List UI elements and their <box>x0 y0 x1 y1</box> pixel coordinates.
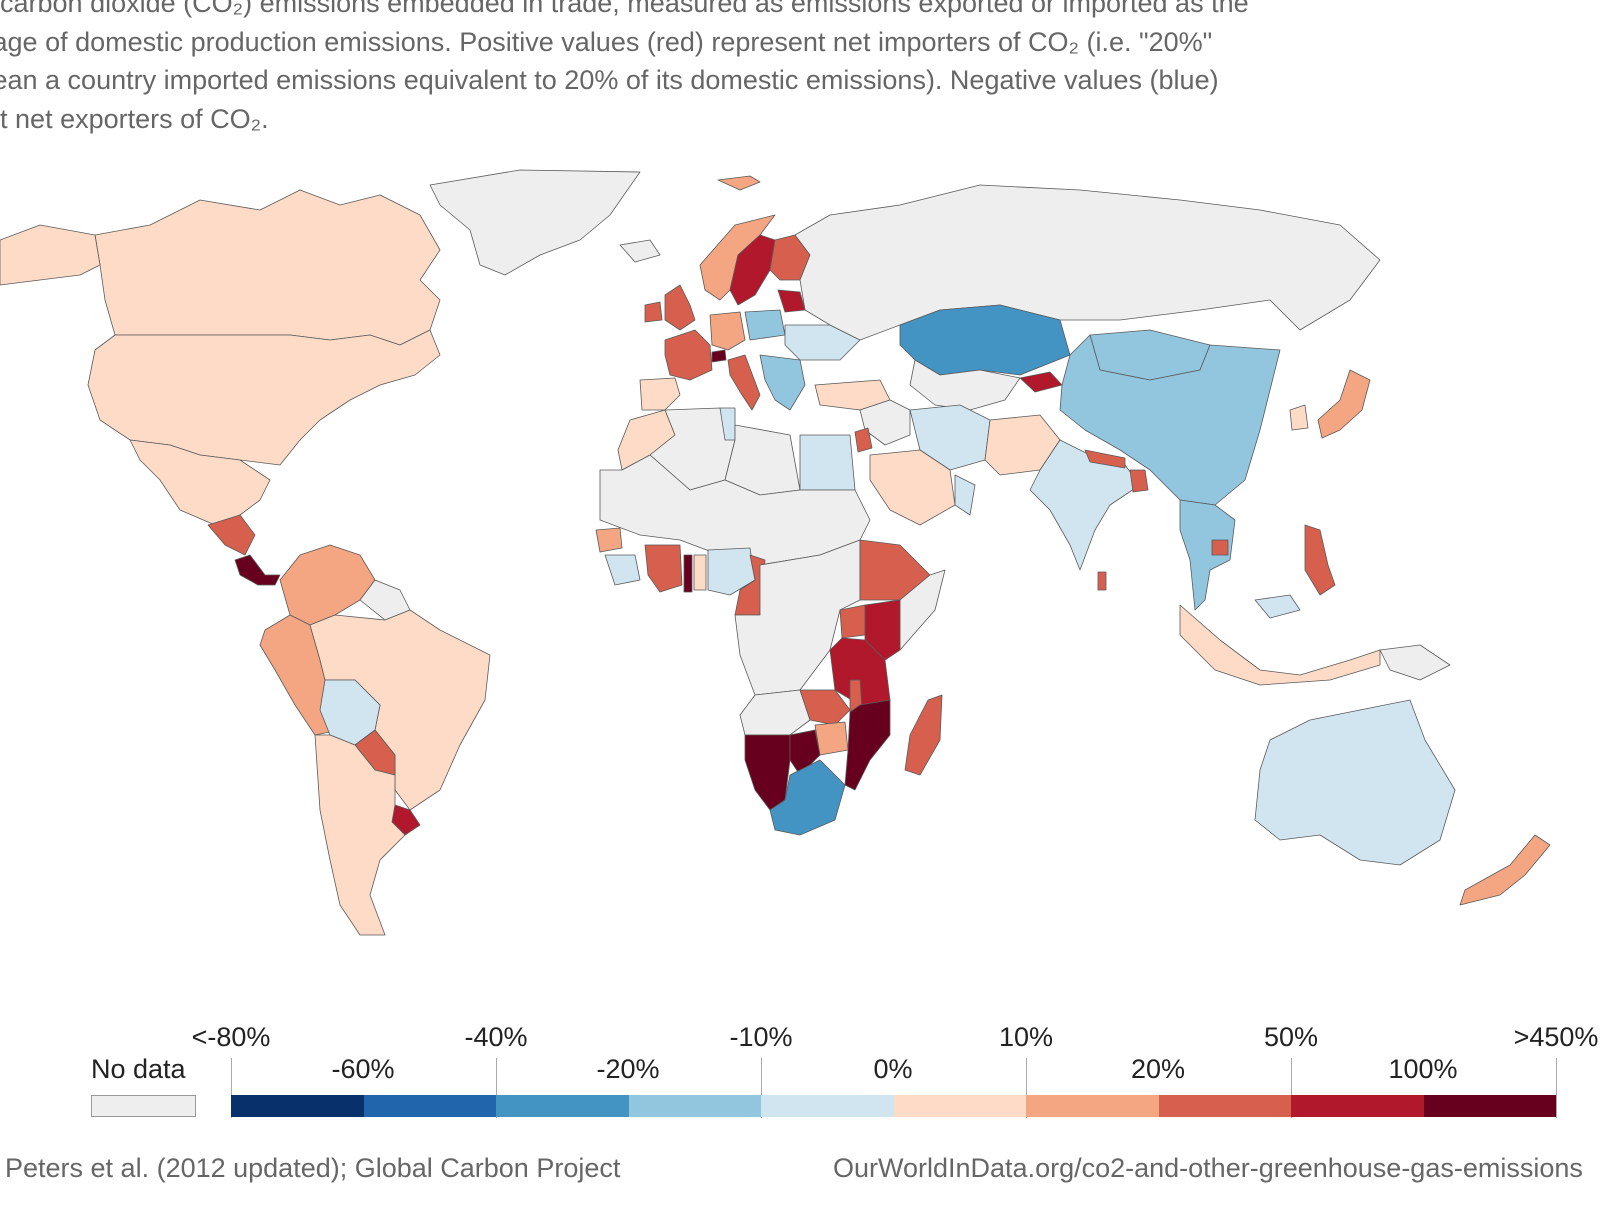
region-svalbard[interactable] <box>717 175 761 191</box>
region-korea[interactable] <box>1289 404 1309 431</box>
subtitle-line: ent net exporters of CO₂. <box>0 103 269 134</box>
legend-label: 50% <box>1263 1022 1319 1052</box>
legend-tick <box>496 1058 497 1118</box>
region-alaska[interactable] <box>0 224 101 286</box>
region-cambodia[interactable] <box>1211 539 1229 556</box>
region-sri-lanka[interactable] <box>1097 571 1107 591</box>
region-madagascar[interactable] <box>904 694 943 776</box>
region-angola[interactable] <box>739 689 811 736</box>
region-greenland[interactable] <box>429 169 641 276</box>
legend-no-data-label: No data <box>91 1054 186 1084</box>
region-switzerland[interactable] <box>711 349 727 363</box>
region-mexico[interactable] <box>129 439 271 526</box>
legend-label: 100% <box>1388 1054 1458 1084</box>
region-iceland[interactable] <box>619 239 661 263</box>
region-sahel[interactable] <box>599 454 871 566</box>
region-germany[interactable] <box>709 311 746 351</box>
region-togo-benin[interactable] <box>693 554 707 591</box>
region-bangladesh[interactable] <box>1129 469 1149 493</box>
region-guinea[interactable] <box>604 554 641 586</box>
legend-label: 10% <box>998 1022 1054 1052</box>
region-china[interactable] <box>1059 334 1281 506</box>
region-baltics[interactable] <box>777 289 806 313</box>
legend-tick <box>231 1058 232 1118</box>
legend-swatch <box>761 1095 894 1117</box>
chart-subtitle: of carbon dioxide (CO₂) emissions embedd… <box>0 0 1550 138</box>
region-colombia-venezuela[interactable] <box>279 544 376 626</box>
region-south-africa[interactable] <box>769 759 846 836</box>
subtitle-line: of carbon dioxide (CO₂) emissions embedd… <box>0 0 1249 18</box>
legend-label: -10% <box>729 1022 793 1052</box>
legend-swatch <box>1026 1095 1159 1117</box>
legend-label: >450% <box>1513 1022 1599 1052</box>
legend-tick <box>1291 1058 1292 1118</box>
legend-label: -20% <box>596 1054 660 1084</box>
region-central-africa[interactable] <box>734 539 861 696</box>
region-italy[interactable] <box>727 354 761 411</box>
region-namibia[interactable] <box>744 734 791 811</box>
region-nigeria[interactable] <box>707 547 756 596</box>
subtitle-line: mean a country imported emissions equiva… <box>0 65 1219 95</box>
region-chile-argentina[interactable] <box>314 734 406 936</box>
region-zambia[interactable] <box>799 689 851 726</box>
legend-swatch <box>364 1095 496 1117</box>
region-ghana[interactable] <box>683 554 693 593</box>
region-philippines[interactable] <box>1304 524 1336 596</box>
region-panama-costa-rica[interactable] <box>234 554 281 586</box>
region-saudi-arabia[interactable] <box>869 449 956 526</box>
region-kazakhstan[interactable] <box>899 304 1071 376</box>
region-balkans[interactable] <box>759 354 806 411</box>
region-canada[interactable] <box>94 189 441 346</box>
region-zimbabwe[interactable] <box>814 721 849 756</box>
region-japan[interactable] <box>1317 369 1371 439</box>
legend-swatch <box>629 1095 761 1117</box>
subtitle-line: ntage of domestic production emissions. … <box>0 26 1213 57</box>
region-uganda-rwanda[interactable] <box>839 604 866 639</box>
region-india[interactable] <box>1029 439 1141 571</box>
region-kenya[interactable] <box>864 599 901 661</box>
legend-swatch <box>1159 1095 1291 1117</box>
region-central-asia[interactable] <box>909 359 1021 411</box>
source-note: : Peters et al. (2012 updated); Global C… <box>0 1153 621 1183</box>
legend-label: -60% <box>331 1054 395 1084</box>
legend-swatch <box>496 1095 629 1117</box>
region-ivory-coast[interactable] <box>644 544 683 593</box>
legend-tick <box>1026 1058 1027 1118</box>
legend-swatch <box>1424 1095 1556 1117</box>
legend-tick <box>1556 1058 1557 1118</box>
legend-label: -40% <box>464 1022 528 1052</box>
region-ireland[interactable] <box>644 301 663 323</box>
region-oman-uae[interactable] <box>954 474 976 516</box>
region-guianas[interactable] <box>359 579 411 621</box>
region-russia[interactable] <box>794 184 1381 341</box>
region-nepal[interactable] <box>1084 449 1126 469</box>
region-usa[interactable] <box>87 329 441 466</box>
region-australia[interactable] <box>1254 699 1456 866</box>
region-thailand-vietnam[interactable] <box>1179 499 1236 611</box>
legend-no-data-swatch <box>91 1095 196 1117</box>
region-indonesia[interactable] <box>1179 604 1381 686</box>
legend-label: 20% <box>1130 1054 1186 1084</box>
legend-tick <box>761 1058 762 1118</box>
region-france[interactable] <box>664 329 713 381</box>
region-senegal[interactable] <box>595 527 623 553</box>
legend-swatch <box>231 1095 364 1117</box>
region-malaysia[interactable] <box>1254 594 1301 619</box>
region-new-zealand[interactable] <box>1459 834 1551 906</box>
region-egypt[interactable] <box>799 434 856 491</box>
region-central-america[interactable] <box>207 514 256 556</box>
legend-swatch <box>1291 1095 1424 1117</box>
region-papua-new-guinea[interactable] <box>1379 644 1451 681</box>
source-link[interactable]: OurWorldInData.org/co2-and-other-greenho… <box>833 1153 1583 1183</box>
legend-label: <-80% <box>191 1022 271 1052</box>
region-mozambique[interactable] <box>844 699 891 791</box>
region-jordan-israel[interactable] <box>854 427 873 453</box>
region-uk[interactable] <box>664 284 696 331</box>
region-kyrgyzstan[interactable] <box>1019 371 1063 393</box>
region-poland[interactable] <box>744 309 786 341</box>
world-map <box>0 169 1551 936</box>
legend-label: 0% <box>873 1054 913 1084</box>
region-iberia[interactable] <box>639 377 681 411</box>
legend-swatch <box>894 1095 1026 1117</box>
